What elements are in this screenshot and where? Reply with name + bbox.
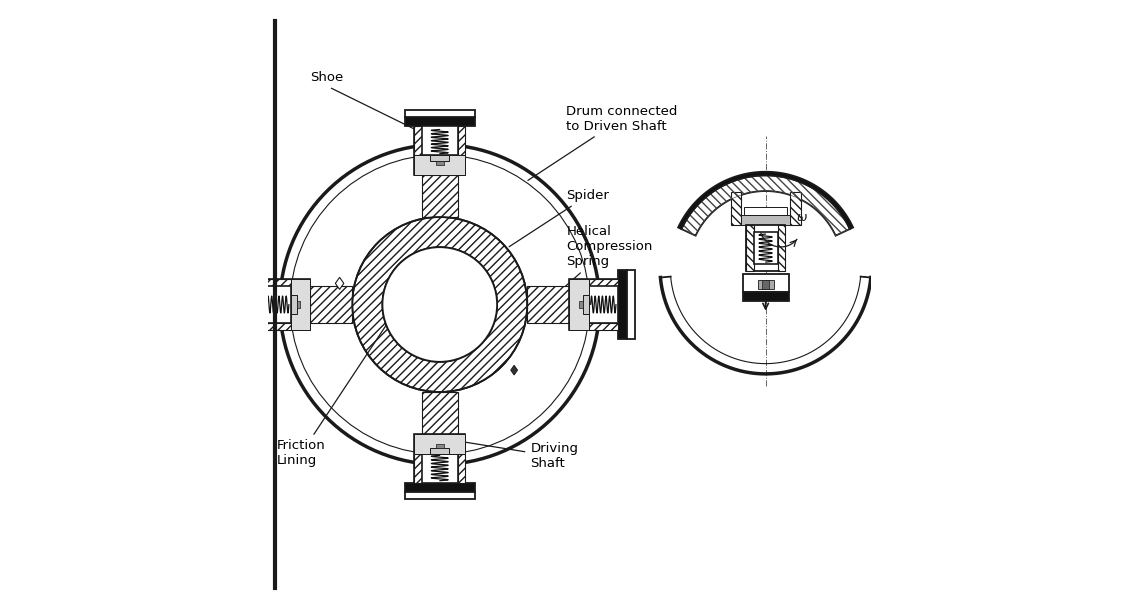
Bar bbox=[421, 127, 458, 155]
Text: Driving
Shaft: Driving Shaft bbox=[449, 440, 579, 470]
Bar bbox=[262, 279, 290, 286]
Bar bbox=[583, 295, 589, 314]
Bar bbox=[415, 434, 465, 454]
Bar bbox=[778, 225, 785, 271]
Bar bbox=[743, 292, 788, 301]
Bar bbox=[310, 286, 352, 323]
Bar bbox=[436, 161, 443, 165]
Text: Helical
Compression
Spring: Helical Compression Spring bbox=[550, 225, 653, 300]
Bar bbox=[757, 280, 773, 289]
Bar bbox=[404, 492, 475, 499]
Circle shape bbox=[383, 247, 497, 362]
Bar bbox=[754, 232, 778, 264]
Bar bbox=[730, 192, 741, 225]
Polygon shape bbox=[335, 277, 344, 289]
Polygon shape bbox=[510, 365, 517, 375]
Bar bbox=[762, 280, 769, 289]
Bar bbox=[746, 225, 754, 271]
Bar bbox=[421, 392, 458, 434]
Bar bbox=[527, 286, 570, 323]
Bar bbox=[415, 155, 465, 175]
Bar bbox=[415, 127, 465, 175]
Bar bbox=[415, 127, 421, 155]
Bar bbox=[431, 155, 450, 161]
Bar bbox=[404, 117, 475, 127]
Bar bbox=[290, 295, 297, 314]
Bar bbox=[245, 270, 252, 339]
Bar bbox=[628, 270, 634, 339]
Text: $\omega$: $\omega$ bbox=[796, 211, 809, 224]
Bar bbox=[746, 225, 785, 271]
Bar bbox=[252, 270, 262, 339]
Bar bbox=[262, 323, 290, 330]
Bar bbox=[436, 444, 443, 448]
Bar bbox=[743, 274, 788, 292]
Bar bbox=[741, 216, 789, 225]
Bar bbox=[262, 286, 290, 323]
Bar bbox=[589, 279, 617, 286]
Circle shape bbox=[383, 247, 497, 362]
Bar bbox=[262, 279, 310, 330]
Polygon shape bbox=[678, 172, 853, 229]
Bar bbox=[570, 279, 617, 330]
Bar bbox=[421, 454, 458, 482]
Polygon shape bbox=[681, 175, 850, 236]
Bar bbox=[415, 434, 465, 482]
Bar bbox=[589, 286, 617, 323]
Text: Shoe: Shoe bbox=[310, 71, 432, 137]
Bar bbox=[415, 454, 421, 482]
Bar bbox=[745, 207, 787, 216]
Bar bbox=[458, 454, 465, 482]
Bar bbox=[290, 279, 310, 330]
Text: Friction
Lining: Friction Lining bbox=[277, 325, 386, 468]
Bar bbox=[404, 110, 475, 117]
Bar bbox=[431, 448, 450, 454]
Bar bbox=[404, 482, 475, 492]
Bar bbox=[458, 127, 465, 155]
Bar bbox=[579, 301, 583, 308]
Bar bbox=[617, 270, 628, 339]
Bar bbox=[421, 175, 458, 217]
Text: Spider: Spider bbox=[509, 189, 609, 247]
Bar bbox=[589, 323, 617, 330]
Bar bbox=[570, 279, 589, 330]
Circle shape bbox=[352, 217, 527, 392]
Bar bbox=[297, 301, 301, 308]
Bar bbox=[789, 192, 801, 225]
Text: Drum connected
to Driven Shaft: Drum connected to Driven Shaft bbox=[527, 105, 678, 180]
